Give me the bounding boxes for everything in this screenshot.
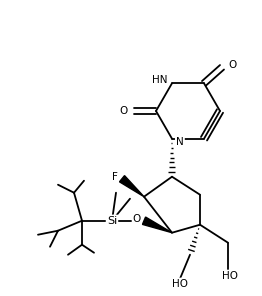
Text: Si: Si [107,216,117,226]
Text: HO: HO [172,279,188,289]
Text: F: F [112,172,118,182]
Text: O: O [120,106,128,116]
Text: O: O [228,60,236,70]
Text: O: O [133,214,141,224]
Text: HN: HN [152,75,168,85]
Polygon shape [143,217,172,233]
Polygon shape [119,176,144,197]
Text: N: N [176,137,184,147]
Text: HO: HO [222,271,238,281]
